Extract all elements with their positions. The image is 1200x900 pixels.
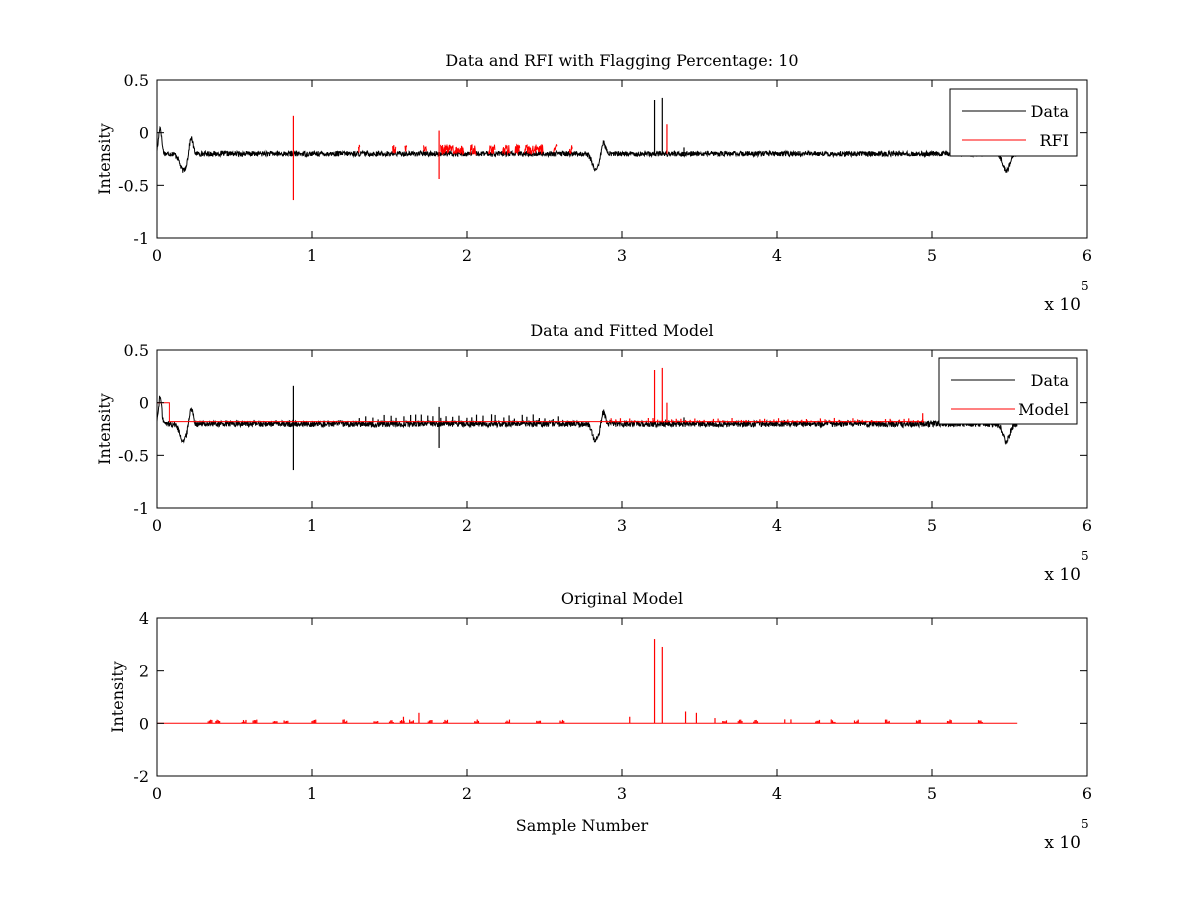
x-tick-label: 2 [462,516,472,535]
x-tick-label: 4 [772,516,782,535]
rfi-segment [553,144,558,153]
rfi-segment [358,144,361,153]
subplot-title: Data and RFI with Flagging Percentage: 1… [445,51,798,70]
series-rfi-1 [292,115,668,201]
x-tick-label: 1 [307,516,317,535]
x-tick-label: 5 [927,784,937,803]
rfi-segment [392,144,397,154]
plot-area [157,367,1018,471]
rfi-segment [488,144,496,155]
x-tick-label: 0 [152,784,162,803]
series-data-1 [157,97,1018,173]
x-tick-label: 6 [1082,516,1092,535]
x-exponent-base: x 10 [1044,295,1081,315]
y-tick-label: -1 [133,229,149,248]
subplot-title: Data and Fitted Model [530,321,713,340]
x-exponent-power: 5 [1081,549,1089,563]
legend-label: Data [1031,102,1070,121]
x-exponent-power: 5 [1081,817,1089,831]
x-tick-label: 1 [307,784,317,803]
rfi-segment [568,145,573,154]
x-exponent-power: 5 [1081,279,1089,293]
rfi-segment [523,143,544,155]
rfi-segment [469,144,477,156]
y-axis-label: Intensity [95,393,114,465]
y-tick-label: -0.5 [118,176,149,195]
y-tick-label: 2 [139,662,149,681]
rfi-segment [423,145,428,153]
x-tick-label: 0 [152,246,162,265]
x-tick-label: 4 [772,784,782,803]
x-axis-label: Sample Number [516,816,649,835]
x-tick-label: 3 [617,784,627,803]
series-model-3 [157,639,1018,724]
y-tick-label: -0.5 [118,446,149,465]
x-tick-label: 2 [462,784,472,803]
legend-label: RFI [1040,131,1069,150]
legend: Data RFI [949,88,1078,157]
y-tick-label: -2 [133,767,149,786]
x-exponent-base: x 10 [1044,833,1081,853]
x-tick-label: 1 [307,246,317,265]
data-line [157,395,1018,446]
y-tick-label: 0.5 [124,341,149,360]
y-tick-label: -1 [133,499,149,518]
x-tick-label: 3 [617,516,627,535]
plot-area [157,97,1018,201]
legend-box [938,357,1078,425]
legend: Data Model [938,357,1078,425]
rfi-segment [514,143,521,155]
legend-label: Data [1031,371,1070,390]
y-tick-label: 0 [139,714,149,733]
y-tick-label: 0 [139,124,149,143]
x-tick-label: 4 [772,246,782,265]
plot-area [157,639,1018,724]
y-axis-label: Intensity [95,123,114,195]
x-tick-label: 6 [1082,246,1092,265]
y-axis-label: Intensity [108,661,127,733]
data-line [157,125,1018,173]
legend-box [949,88,1078,157]
x-tick-label: 2 [462,246,472,265]
x-tick-label: 6 [1082,784,1092,803]
series-model-2 [157,367,925,423]
legend-label: Model [1018,400,1069,419]
rfi-segment [502,144,511,155]
x-tick-label: 3 [617,246,627,265]
x-tick-label: 5 [927,246,937,265]
subplot-title: Original Model [561,589,683,608]
y-tick-label: 4 [139,609,149,628]
rfi-segment [440,144,464,155]
y-tick-label: 0.5 [124,71,149,90]
y-tick-label: 0 [139,394,149,413]
x-tick-label: 5 [927,516,937,535]
x-tick-label: 0 [152,516,162,535]
series-data-2 [157,385,1018,471]
rfi-segment [404,145,408,153]
x-exponent-base: x 10 [1044,565,1081,585]
